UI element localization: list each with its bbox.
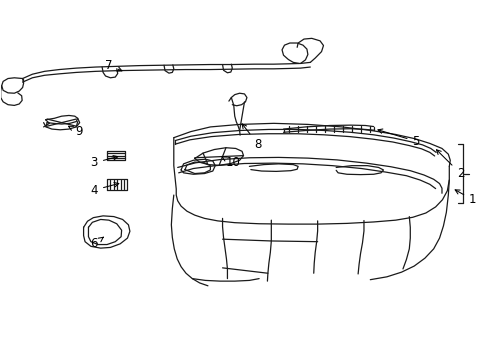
Text: 3: 3	[90, 156, 118, 169]
Text: 6: 6	[90, 237, 103, 250]
Text: 5: 5	[377, 129, 419, 148]
Text: 4: 4	[90, 183, 119, 197]
Text: 7: 7	[105, 59, 122, 72]
Text: 8: 8	[242, 124, 261, 150]
Text: 10: 10	[222, 156, 240, 169]
Text: 9: 9	[68, 125, 82, 138]
Text: 2: 2	[436, 150, 463, 180]
Text: 1: 1	[454, 190, 475, 206]
